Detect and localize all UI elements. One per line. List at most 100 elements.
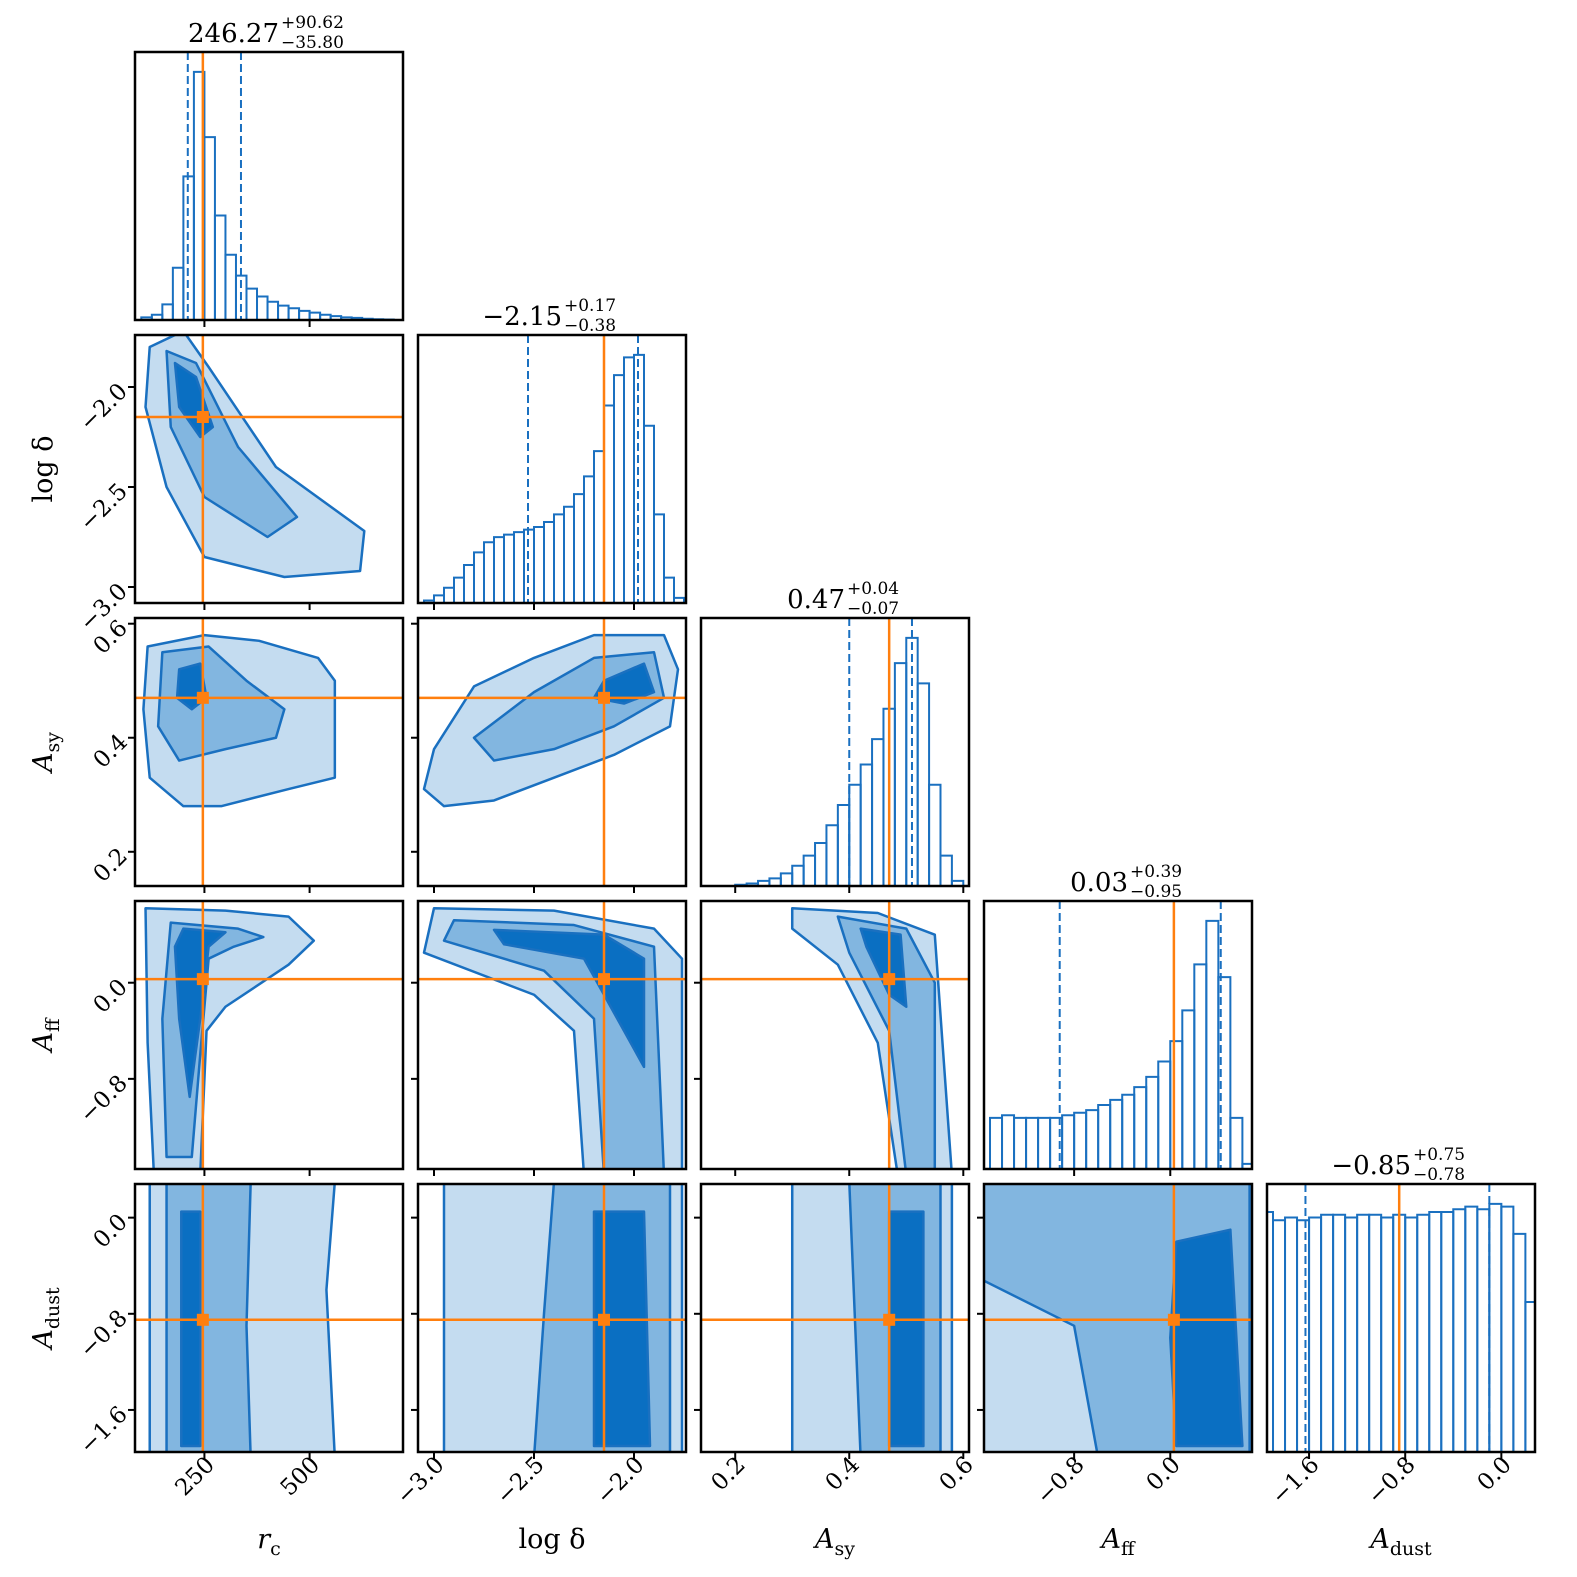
hist-bin <box>1013 1116 1028 1169</box>
panel-frame <box>699 616 971 888</box>
hist-bin <box>287 307 301 320</box>
label-main: A <box>1367 1524 1390 1555</box>
x-tick-label: −2.0 <box>592 1452 650 1510</box>
hist-bin <box>928 783 942 886</box>
axis-label: rc <box>257 1524 281 1560</box>
hist-bin <box>224 253 237 320</box>
hist-bin <box>871 738 885 886</box>
hist-bin <box>950 879 965 886</box>
axis-label: Adust <box>28 1287 64 1352</box>
hist-bin <box>893 662 908 886</box>
panel-frame <box>416 1182 688 1454</box>
x-tick-label: −1.6 <box>1267 1452 1325 1510</box>
hist-bin <box>593 450 605 603</box>
hist-bin <box>443 586 455 603</box>
contour <box>492 928 646 1069</box>
panel <box>418 1184 686 1452</box>
panel-frame <box>133 616 405 888</box>
truth-marker <box>196 973 209 986</box>
axis-label: Aff <box>28 1017 64 1055</box>
truth-marker <box>598 973 610 986</box>
label-main: r <box>257 1524 272 1555</box>
panel <box>418 901 686 1169</box>
hist-bin <box>663 576 675 603</box>
hist-bin <box>673 596 685 603</box>
hist-bin <box>1416 1213 1431 1452</box>
panel <box>984 1184 1252 1452</box>
panel-frame <box>699 899 971 1171</box>
x-tick-label: −0.8 <box>1363 1452 1421 1510</box>
title-plus: +90.62 <box>281 13 344 33</box>
contour <box>180 1210 202 1448</box>
title-median: −2.15 <box>482 302 562 332</box>
hist-bin <box>859 763 874 886</box>
hist-bin <box>213 214 227 320</box>
y-tick-label: 0.2 <box>89 843 133 887</box>
axis-label: Adust <box>1367 1524 1432 1560</box>
hist-bin <box>277 304 290 320</box>
hist-bin <box>1037 1116 1052 1169</box>
y-tick-label: −2.0 <box>75 379 133 437</box>
panel <box>135 1184 403 1452</box>
hist-bin <box>503 533 515 603</box>
hist-bin <box>1284 1216 1299 1452</box>
hist-bin <box>1296 1219 1311 1452</box>
truth-marker <box>883 1313 896 1326</box>
hist-bin <box>1109 1098 1124 1169</box>
title-minus: −35.80 <box>281 33 344 53</box>
hist-bin <box>1320 1213 1335 1452</box>
hist-bin <box>1217 976 1232 1169</box>
hist-bin <box>1404 1216 1419 1452</box>
y-tick-label: −2.5 <box>75 479 133 537</box>
hist-bin <box>1488 1202 1503 1452</box>
panel <box>701 901 969 1169</box>
hist-bin <box>203 136 216 320</box>
panel <box>418 618 686 886</box>
hist-bin <box>463 564 475 603</box>
truth-marker <box>598 691 610 704</box>
hist-bin <box>989 1116 1004 1169</box>
label-main: A <box>1099 1524 1122 1555</box>
panel <box>135 335 403 603</box>
panel <box>135 901 403 1169</box>
title-minus: −0.38 <box>564 316 616 336</box>
title-plus: +0.39 <box>1130 862 1182 882</box>
panel-frame <box>982 1182 1254 1454</box>
title-median: 246.27 <box>188 19 279 49</box>
x-tick-label: 0.2 <box>707 1452 751 1496</box>
panel-frame <box>133 1182 405 1454</box>
hist-bin <box>161 303 174 320</box>
title-median: 0.03 <box>1070 868 1128 898</box>
axis-label: Asy <box>812 1524 855 1560</box>
truth-marker <box>1167 1313 1180 1326</box>
x-tick-label: 500 <box>276 1452 325 1501</box>
y-tick-label: 0.0 <box>89 1209 133 1253</box>
hist-bin <box>802 854 817 886</box>
title-plus: +0.17 <box>564 296 616 316</box>
hist-bin <box>553 513 565 603</box>
title-median: 0.47 <box>787 585 845 615</box>
truth-marker <box>196 691 209 704</box>
hist-bin <box>1428 1211 1443 1452</box>
hist-bin <box>266 300 280 320</box>
hist-bin <box>1308 1216 1323 1452</box>
hist-bin <box>483 541 495 603</box>
hist-bin <box>1001 1114 1016 1169</box>
hist-bin <box>563 505 575 603</box>
title-median: −0.85 <box>1331 1151 1411 1181</box>
contour <box>1169 1228 1244 1448</box>
y-tick-label: −1.6 <box>75 1401 133 1459</box>
hist-bin <box>1452 1208 1467 1452</box>
hist-bin <box>613 374 625 603</box>
hist-bin <box>298 309 311 320</box>
truth-marker <box>196 411 209 423</box>
hist-bin <box>583 475 595 603</box>
hist-bin <box>493 536 505 603</box>
hist-bin <box>1025 1116 1040 1169</box>
hist-bin <box>1133 1086 1148 1169</box>
label-main: A <box>812 1524 835 1555</box>
title-plus: +0.75 <box>1413 1145 1465 1165</box>
panel-frame <box>416 899 688 1171</box>
label-main: log δ <box>28 435 59 502</box>
